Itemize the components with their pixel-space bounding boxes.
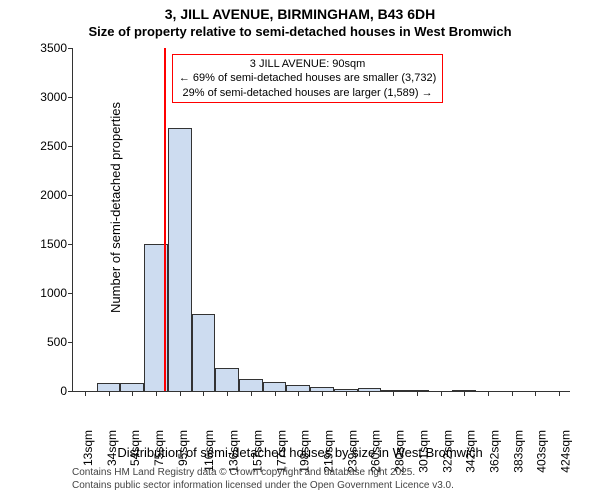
histogram-bar xyxy=(286,385,310,391)
y-tick-mark xyxy=(68,195,73,196)
histogram-bar xyxy=(381,390,405,391)
x-tick-mark xyxy=(132,391,133,396)
histogram-bar xyxy=(192,314,216,391)
x-tick-mark xyxy=(393,391,394,396)
plot-area: 3 JILL AVENUE: 90sqm ← 69% of semi-detac… xyxy=(72,48,570,392)
chart-title-subtitle: Size of property relative to semi-detach… xyxy=(0,24,600,39)
y-tick-mark xyxy=(68,146,73,147)
x-tick-mark xyxy=(203,391,204,396)
x-tick-mark xyxy=(559,391,560,396)
x-tick-mark xyxy=(227,391,228,396)
x-tick-label: 403sqm xyxy=(529,430,549,473)
annotation-box: 3 JILL AVENUE: 90sqm ← 69% of semi-detac… xyxy=(172,54,443,103)
histogram-bar xyxy=(310,387,334,391)
x-tick-mark xyxy=(275,391,276,396)
x-tick-label: 362sqm xyxy=(481,430,501,473)
x-tick-mark xyxy=(251,391,252,396)
y-tick-mark xyxy=(68,97,73,98)
histogram-bar xyxy=(168,128,192,391)
histogram-bar xyxy=(358,388,382,391)
x-tick-mark xyxy=(322,391,323,396)
x-tick-label: 34sqm xyxy=(99,430,119,466)
histogram-bar xyxy=(120,383,144,391)
size-distribution-chart: 3, JILL AVENUE, BIRMINGHAM, B43 6DH Size… xyxy=(0,0,600,500)
x-tick-mark xyxy=(346,391,347,396)
annotation-property-size: 3 JILL AVENUE: 90sqm xyxy=(179,57,436,71)
histogram-bar xyxy=(452,390,476,391)
x-tick-mark xyxy=(109,391,110,396)
copyright-notice: Contains HM Land Registry data © Crown c… xyxy=(72,466,454,492)
histogram-bar xyxy=(97,383,121,391)
y-tick-mark xyxy=(68,293,73,294)
x-tick-label: 95sqm xyxy=(170,430,190,466)
histogram-bar xyxy=(405,390,429,391)
x-tick-mark xyxy=(180,391,181,396)
x-tick-mark xyxy=(298,391,299,396)
chart-title-address: 3, JILL AVENUE, BIRMINGHAM, B43 6DH xyxy=(0,6,600,22)
x-tick-mark xyxy=(512,391,513,396)
x-tick-label: 75sqm xyxy=(146,430,166,466)
y-tick-mark xyxy=(68,244,73,245)
copyright-line2: Contains public sector information licen… xyxy=(72,479,454,492)
annotation-smaller-pct: ← 69% of semi-detached houses are smalle… xyxy=(179,71,436,85)
copyright-line1: Contains HM Land Registry data © Crown c… xyxy=(72,466,454,479)
x-tick-mark xyxy=(441,391,442,396)
x-tick-label: 13sqm xyxy=(75,430,95,466)
x-tick-mark xyxy=(488,391,489,396)
histogram-bar xyxy=(239,379,263,391)
annotation-larger-pct: 29% of semi-detached houses are larger (… xyxy=(179,86,436,100)
y-tick-mark xyxy=(68,391,73,392)
x-tick-mark xyxy=(156,391,157,396)
x-tick-mark xyxy=(369,391,370,396)
x-tick-mark xyxy=(85,391,86,396)
highlight-marker-line xyxy=(164,48,166,391)
x-tick-mark xyxy=(535,391,536,396)
y-tick-mark xyxy=(68,48,73,49)
x-tick-label: 342sqm xyxy=(458,430,478,473)
x-tick-label: 383sqm xyxy=(505,430,525,473)
x-tick-mark xyxy=(464,391,465,396)
y-tick-mark xyxy=(68,342,73,343)
histogram-bar xyxy=(334,389,358,391)
x-tick-mark xyxy=(417,391,418,396)
x-tick-label: 424sqm xyxy=(552,430,572,473)
histogram-bar xyxy=(215,368,239,391)
histogram-bar xyxy=(263,382,287,391)
x-tick-label: 54sqm xyxy=(122,430,142,466)
